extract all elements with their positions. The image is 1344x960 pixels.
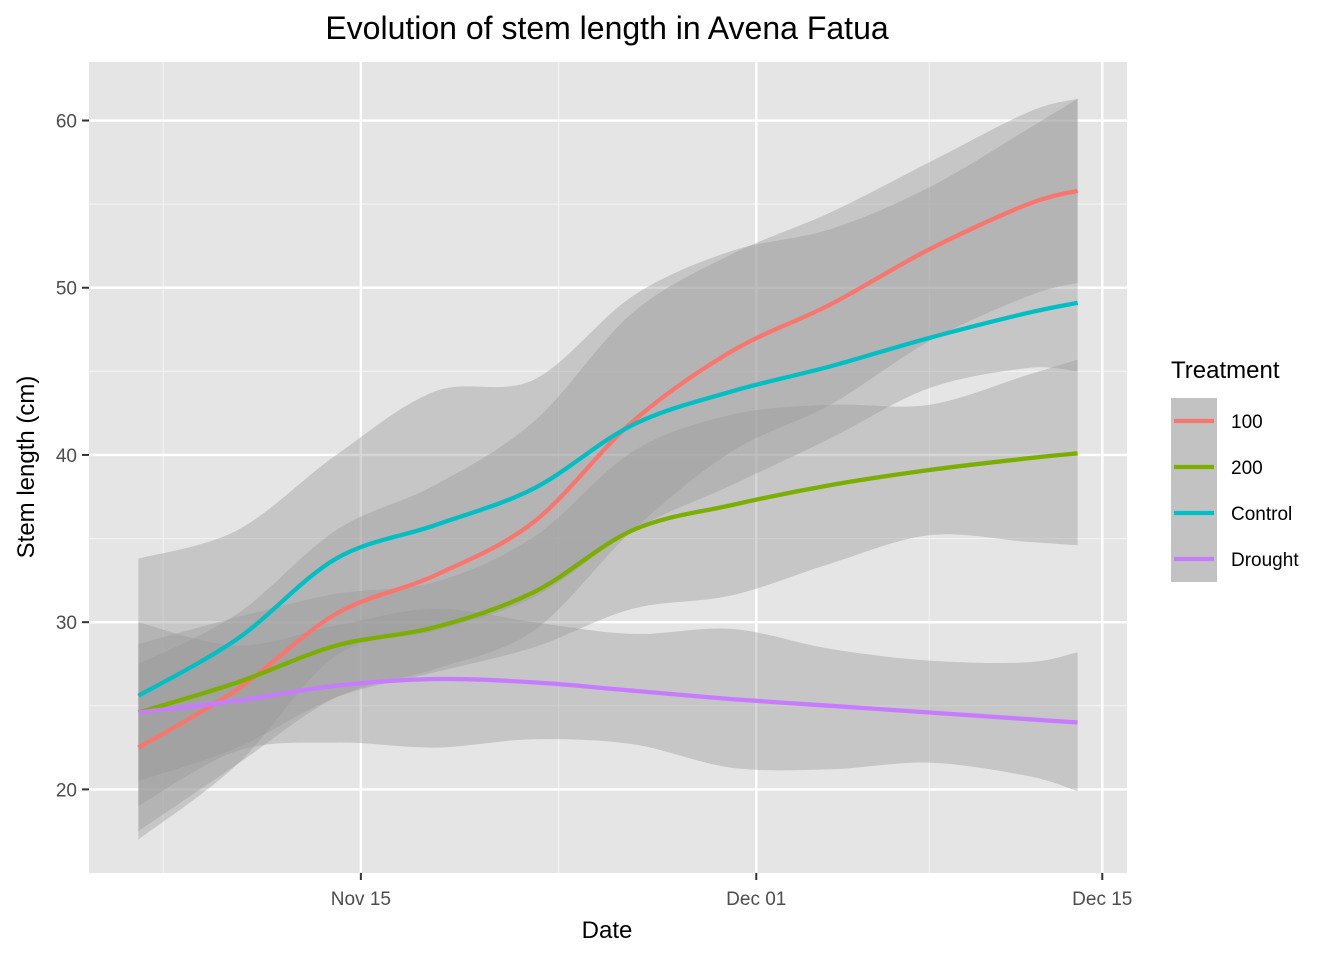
- y-tick-label: 50: [56, 279, 77, 300]
- confidence-band: [138, 98, 1078, 832]
- confidence-band: [138, 98, 1078, 840]
- y-tick-label: 60: [56, 112, 77, 133]
- series-line: [138, 676, 1078, 725]
- series-lines: [137, 188, 1079, 750]
- chart-title: Evolution of stem length in Avena Fatua: [325, 10, 889, 46]
- legend-items: 100 200 Control Drought: [1174, 412, 1299, 571]
- y-tick-label: 20: [56, 780, 77, 801]
- series-line: [137, 300, 1079, 698]
- x-tick-label: Nov 15: [331, 889, 391, 910]
- series-line: [137, 451, 1078, 715]
- legend-key-background: [1171, 398, 1217, 582]
- legend-label: 100: [1231, 412, 1263, 433]
- x-axis-title: Date: [582, 917, 633, 944]
- y-tick-label: 30: [56, 613, 77, 634]
- legend-label: Drought: [1231, 550, 1299, 571]
- legend-label: 200: [1231, 458, 1263, 479]
- y-axis-title: Stem length (cm): [13, 376, 40, 559]
- grid-major: [89, 62, 1127, 873]
- x-axis: Nov 15 Dec 01 Dec 15: [331, 873, 1132, 910]
- confidence-bands: [138, 98, 1078, 840]
- confidence-band: [138, 359, 1078, 781]
- x-tick-label: Dec 15: [1072, 889, 1132, 910]
- y-tick-label: 40: [56, 446, 77, 467]
- confidence-band: [138, 608, 1078, 807]
- y-axis: 20 30 40 50 60: [56, 112, 89, 801]
- legend-title: Treatment: [1171, 357, 1280, 384]
- legend-label: Control: [1231, 504, 1292, 525]
- x-tick-label: Dec 01: [726, 889, 786, 910]
- legend: Treatment 100 200 Control Drought: [1171, 357, 1299, 582]
- grid-minor: [89, 62, 1127, 873]
